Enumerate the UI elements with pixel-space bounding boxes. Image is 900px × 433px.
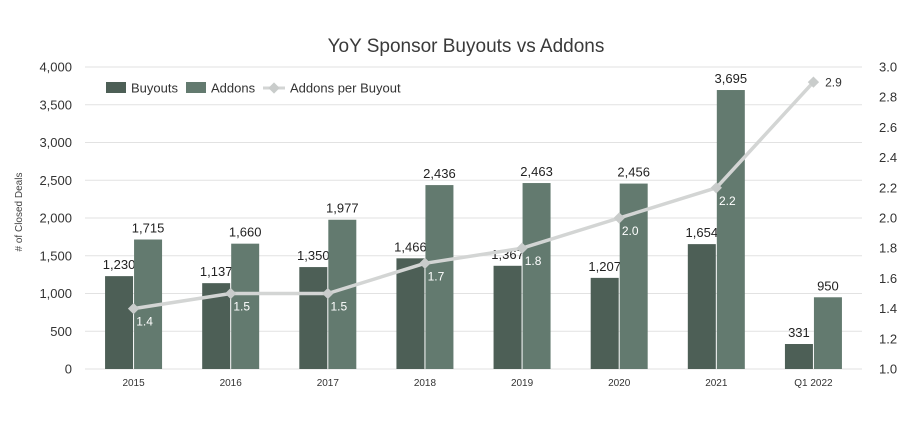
right-tick-label: 1.0 <box>879 362 897 377</box>
right-tick-label: 1.4 <box>879 301 897 316</box>
ratio-label: 1.7 <box>428 269 445 283</box>
x-axis-ticks: 2015 2016 2017 2018 2019 2020 2021 Q1 2022 <box>122 378 833 389</box>
legend-swatch-addons <box>186 82 206 93</box>
right-tick-label: 3.0 <box>879 60 897 75</box>
data-label-addons: 1,660 <box>229 225 262 240</box>
bar-buyouts <box>590 277 619 369</box>
right-tick-label: 2.2 <box>879 180 897 195</box>
ratio-label: 1.5 <box>233 300 250 314</box>
ratio-point <box>613 212 625 224</box>
x-tick-label: Q1 2022 <box>794 378 833 389</box>
ratio-label: 2.9 <box>825 76 842 90</box>
left-tick-label: 2,000 <box>39 211 72 226</box>
left-tick-label: 3,500 <box>39 97 72 112</box>
bar-addons <box>522 183 551 369</box>
right-tick-label: 1.8 <box>879 241 897 256</box>
x-tick-label: 2021 <box>705 378 728 389</box>
bar-addons <box>328 219 357 369</box>
legend-marker-ratio <box>268 82 280 94</box>
data-label-buyouts: 1,137 <box>200 264 233 279</box>
left-tick-label: 0 <box>65 362 72 377</box>
legend-label-ratio: Addons per Buyout <box>290 81 401 96</box>
data-label-addons: 2,463 <box>520 164 553 179</box>
data-label-addons: 950 <box>817 278 839 293</box>
bars: 1,230 1,715 1,137 1,660 1,350 1,977 1,466 2,436… <box>103 71 842 369</box>
ratio-point <box>127 302 140 315</box>
right-tick-label: 2.6 <box>879 120 897 135</box>
x-tick-label: 2015 <box>122 378 145 389</box>
right-tick-label: 1.2 <box>879 331 897 346</box>
data-label-buyouts: 1,230 <box>103 257 136 272</box>
bar-buyouts <box>396 258 425 369</box>
ratio-label: 1.4 <box>136 315 153 329</box>
ratio-point <box>516 242 528 254</box>
x-tick-label: 2019 <box>511 378 534 389</box>
legend-swatch-buyouts <box>106 82 126 93</box>
ratio-label: 2.2 <box>719 194 736 208</box>
data-label-addons: 3,695 <box>715 71 748 86</box>
x-tick-label: 2018 <box>414 378 437 389</box>
bar-addons <box>231 243 260 369</box>
left-axis-ticks: 0 500 1,000 1,500 2,000 2,500 3,000 3,500 4,000 <box>39 60 72 377</box>
ratio-line-path <box>133 80 815 311</box>
ratio-label: 1.8 <box>525 254 542 268</box>
ratio-label: 1.5 <box>330 300 347 314</box>
data-label-buyouts: 1,207 <box>588 259 621 274</box>
ratio-line: 1.4 1.5 1.5 1.7 1.8 2.0 2.2 2.9 <box>127 76 842 329</box>
bar-buyouts <box>784 344 813 369</box>
data-label-buyouts: 1,654 <box>686 225 719 240</box>
data-label-buyouts: 331 <box>788 325 810 340</box>
chart-title: YoY Sponsor Buyouts vs Addons <box>328 36 605 57</box>
right-tick-label: 2.4 <box>879 150 897 165</box>
ratio-point <box>419 257 431 269</box>
left-tick-label: 500 <box>50 324 72 339</box>
bar-buyouts <box>105 276 134 369</box>
right-axis-ticks: 1.0 1.2 1.4 1.6 1.8 2.0 2.2 2.4 2.6 2.8 3.0 <box>879 60 897 377</box>
y-axis-label: # of Closed Deals <box>14 173 25 252</box>
bar-addons <box>425 185 454 369</box>
bar-addons <box>716 90 745 369</box>
x-tick-label: 2020 <box>608 378 631 389</box>
bar-buyouts <box>687 244 716 369</box>
ratio-label: 2.0 <box>622 224 639 238</box>
legend: Buyouts Addons Addons per Buyout <box>106 81 401 96</box>
gridlines <box>85 66 862 370</box>
ratio-point <box>710 182 722 194</box>
data-label-addons: 2,456 <box>617 165 650 180</box>
data-label-addons: 1,977 <box>326 201 359 216</box>
legend-label-buyouts: Buyouts <box>131 81 178 96</box>
left-tick-label: 3,000 <box>39 135 72 150</box>
data-label-buyouts: 1,466 <box>394 239 427 254</box>
ratio-point <box>322 287 334 300</box>
left-tick-label: 4,000 <box>39 60 72 75</box>
bar-buyouts <box>299 267 328 369</box>
left-tick-label: 2,500 <box>39 173 72 188</box>
data-label-addons: 1,715 <box>132 221 165 236</box>
right-tick-label: 1.6 <box>879 271 897 286</box>
x-tick-label: 2016 <box>220 378 243 389</box>
right-tick-label: 2.0 <box>879 211 897 226</box>
left-tick-label: 1,500 <box>39 248 72 263</box>
data-label-buyouts: 1,350 <box>297 248 330 263</box>
bar-buyouts <box>493 265 522 369</box>
bar-addons <box>813 297 842 369</box>
legend-label-addons: Addons <box>211 81 256 96</box>
data-label-addons: 2,436 <box>423 166 456 181</box>
left-tick-label: 1,000 <box>39 286 72 301</box>
x-tick-label: 2017 <box>317 378 340 389</box>
ratio-point <box>225 287 237 300</box>
right-tick-label: 2.8 <box>879 90 897 105</box>
